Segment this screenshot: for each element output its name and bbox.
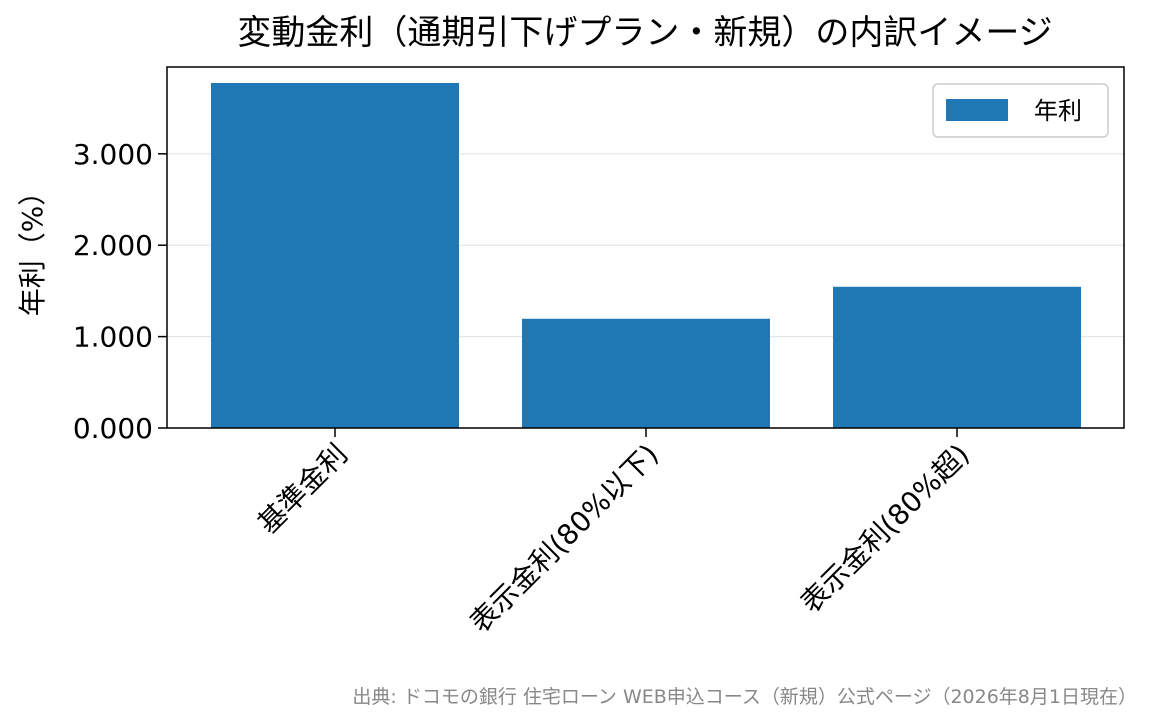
x-tick-label: 表示金利(80%以下) <box>463 438 665 640</box>
bar <box>522 318 770 428</box>
y-tick-label: 3.000 <box>73 138 153 171</box>
y-axis-ticks: 0.000 1.000 2.000 3.000 <box>73 138 167 445</box>
y-axis-label: 年利（%） <box>16 178 49 317</box>
x-axis-ticks: 基準金利 表示金利(80%以下) 表示金利(80%超) <box>251 428 976 639</box>
bar <box>833 286 1081 428</box>
legend-swatch <box>946 99 1008 121</box>
x-tick-label: 表示金利(80%超) <box>794 438 976 620</box>
legend-box <box>932 83 1109 138</box>
x-tick-label: 基準金利 <box>251 438 354 541</box>
y-tick-label: 2.000 <box>73 229 153 262</box>
legend-label: 年利 <box>1034 97 1082 125</box>
bars <box>211 82 1081 429</box>
y-tick-label: 1.000 <box>73 321 153 354</box>
y-tick-label: 0.000 <box>73 412 153 445</box>
legend: 年利 <box>932 83 1109 138</box>
bar <box>211 82 459 429</box>
chart-title: 変動金利（通期引下げプラン・新規）の内訳イメージ <box>237 13 1052 53</box>
source-note: 出典: ドコモの銀行 住宅ローン WEB申込コース（新規）公式ページ（2026年… <box>352 686 1137 708</box>
